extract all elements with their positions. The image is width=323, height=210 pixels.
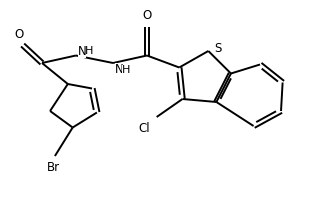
Text: S: S: [214, 42, 222, 55]
Text: H: H: [122, 65, 130, 75]
Text: Cl: Cl: [139, 122, 150, 134]
Text: N: N: [78, 45, 86, 58]
Text: Br: Br: [47, 161, 60, 174]
Text: N: N: [115, 63, 123, 76]
Text: O: O: [142, 9, 151, 22]
Text: O: O: [14, 28, 23, 41]
Text: H: H: [85, 46, 93, 56]
